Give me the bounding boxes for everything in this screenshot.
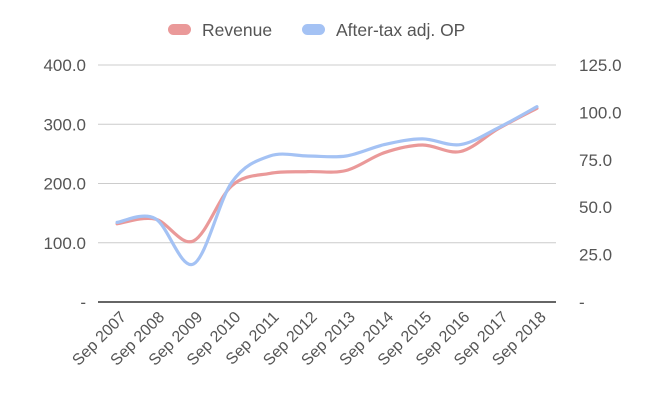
legend-label: After-tax adj. OP <box>336 20 465 40</box>
gridlines <box>98 64 556 303</box>
right-tick-label: 125.0 <box>579 56 622 75</box>
legend-swatch <box>302 24 325 35</box>
series-lines <box>115 105 539 266</box>
legend: Revenue After-tax adj. OP <box>168 20 465 40</box>
right-tick-label: - <box>579 293 585 312</box>
left-tick-label: 300.0 <box>43 115 86 134</box>
right-tick-label: 100.0 <box>579 103 622 122</box>
left-tick-label: - <box>80 293 86 312</box>
left-tick-label: 400.0 <box>43 56 86 75</box>
right-tick-label: 50.0 <box>579 198 612 217</box>
right-tick-label: 25.0 <box>579 246 612 265</box>
right-tick-label: 75.0 <box>579 151 612 170</box>
series-line-1 <box>115 105 539 266</box>
legend-swatch <box>168 24 191 35</box>
left-y-axis: - 100.0 200.0 300.0 400.0 <box>43 56 86 312</box>
left-tick-label: 100.0 <box>43 234 86 253</box>
legend-label: Revenue <box>202 20 272 40</box>
series-line-0 <box>115 106 539 244</box>
right-y-axis: - 25.0 50.0 75.0 100.0 125.0 <box>579 56 622 312</box>
left-tick-label: 200.0 <box>43 175 86 194</box>
